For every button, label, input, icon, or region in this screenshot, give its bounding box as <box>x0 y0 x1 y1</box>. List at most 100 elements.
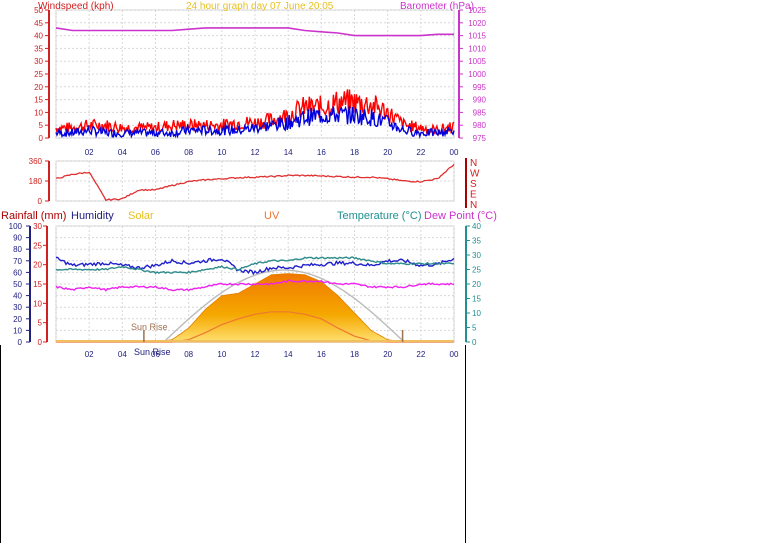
humidity-tick-label: 0 <box>18 338 23 347</box>
climate-x-tick-label: 18 <box>350 350 359 359</box>
baro-tick-label: 1000 <box>468 70 486 79</box>
humidity-tick-label: 30 <box>13 303 22 312</box>
wind-x-tick-label: 08 <box>184 148 193 157</box>
humidity-tick-label: 100 <box>9 222 23 231</box>
wind-ticks: 0510152025303540455097598098599099510001… <box>34 6 486 157</box>
baro-tick-label: 1015 <box>468 32 486 41</box>
temperature-label: Temperature (°C) <box>337 210 421 222</box>
wind-tick-label: 45 <box>34 19 43 28</box>
climate-x-tick-label: 20 <box>383 350 392 359</box>
climate-series <box>55 256 455 343</box>
direction-series <box>55 163 455 201</box>
wind-tick-label: 0 <box>39 134 44 143</box>
humidity-tick-label: 10 <box>13 326 22 335</box>
climate-x-tick-label: 16 <box>317 350 326 359</box>
temp-tick-label: 25 <box>472 266 481 275</box>
dewpoint-line <box>55 279 454 292</box>
climate-x-tick-label: 10 <box>217 350 226 359</box>
temp-tick-label: 40 <box>472 222 481 231</box>
temp-tick-label: 5 <box>472 324 477 333</box>
wind-x-tick-label: 18 <box>350 148 359 157</box>
climate-x-tick-label: 12 <box>251 350 260 359</box>
humidity-label: Humidity <box>71 210 114 222</box>
humidity-tick-label: 40 <box>13 292 22 301</box>
temp-tick-label: 15 <box>472 295 481 304</box>
baro-tick-label: 1020 <box>468 19 486 28</box>
baro-tick-label: 1005 <box>468 57 486 66</box>
wind-x-tick-label: 12 <box>251 148 260 157</box>
temp-tick-label: 30 <box>472 251 481 260</box>
wind-tick-label: 15 <box>34 96 43 105</box>
wind-x-tick-label: 20 <box>383 148 392 157</box>
baro-tick-label: 1025 <box>468 6 486 15</box>
baro-tick-label: 980 <box>473 121 487 130</box>
humidity-line <box>56 256 455 276</box>
wind-tick-label: 35 <box>34 44 43 53</box>
rain-tick-label: 25 <box>33 241 42 250</box>
climate-x-tick-label: 06 <box>151 350 160 359</box>
windspeed-average-line <box>55 105 455 140</box>
baro-tick-label: 1010 <box>468 44 486 53</box>
wind-baro-panel: 0510152025303540455097598098599099510001… <box>34 1 486 157</box>
humidity-tick-label: 50 <box>13 280 22 289</box>
direction-tick-label: 360 <box>29 157 43 166</box>
wind-x-tick-label: 22 <box>416 148 425 157</box>
direction-tick-label: 180 <box>29 177 43 186</box>
wind-tick-label: 25 <box>34 70 43 79</box>
rain-label: Rainfall (mm) <box>1 210 66 222</box>
climate-x-tick-label: 02 <box>85 350 94 359</box>
wind-tick-label: 5 <box>39 121 44 130</box>
compass-label: E <box>470 190 477 201</box>
baro-tick-label: 975 <box>473 134 487 143</box>
sunrise-label-lower: Sun Rise <box>134 347 171 357</box>
rain-tick-label: 10 <box>33 299 42 308</box>
wind-tick-label: 50 <box>34 6 43 15</box>
rain-tick-label: 20 <box>33 261 42 270</box>
wind-direction-line <box>55 163 455 201</box>
rain-tick-label: 5 <box>38 319 43 328</box>
humidity-tick-label: 90 <box>13 234 22 243</box>
wind-tick-label: 20 <box>34 83 43 92</box>
temp-tick-label: 10 <box>472 309 481 318</box>
temperature-line <box>55 256 455 275</box>
wind-x-tick-label: 04 <box>118 148 127 157</box>
compass-label: W <box>470 169 480 180</box>
dewpoint-label: Dew Point (°C) <box>424 210 497 222</box>
direction-grid <box>55 160 455 202</box>
wind-x-tick-label: 02 <box>85 148 94 157</box>
wind-tick-label: 30 <box>34 57 43 66</box>
barometer-line <box>55 27 454 37</box>
temp-tick-label: 35 <box>472 237 481 246</box>
humidity-tick-label: 60 <box>13 268 22 277</box>
temp-tick-label: 0 <box>472 338 477 347</box>
solar-max-curve <box>163 269 405 343</box>
wind-series <box>55 27 455 140</box>
compass-label: N <box>470 200 477 211</box>
baro-axis-title: Barometer (hPa) <box>400 1 474 12</box>
compass-label: N <box>470 158 477 169</box>
temp-tick-label: 20 <box>472 280 481 289</box>
direction-tick-label: 0 <box>38 197 43 206</box>
wind-x-tick-label: 10 <box>217 148 226 157</box>
climate-x-tick-label: 14 <box>284 350 293 359</box>
climate-x-tick-label: 00 <box>450 350 459 359</box>
compass-label: S <box>470 179 477 190</box>
climate-ticks: 0102030405060708090100051015202530051015… <box>9 222 482 359</box>
baro-tick-label: 995 <box>473 83 487 92</box>
baro-tick-label: 985 <box>473 108 487 117</box>
sunrise-label-upper: Sun Rise <box>131 322 168 332</box>
climate-x-tick-label: 04 <box>118 350 127 359</box>
wind-tick-label: 10 <box>34 108 43 117</box>
humidity-tick-label: 80 <box>13 245 22 254</box>
wind-axis-title: Windspeed (kph) <box>38 1 114 12</box>
wind-x-tick-label: 16 <box>317 148 326 157</box>
humidity-tick-label: 70 <box>13 257 22 266</box>
climate-x-tick-label: 08 <box>184 350 193 359</box>
uv-label: UV <box>264 210 280 222</box>
wind-x-tick-label: 00 <box>450 148 459 157</box>
rain-tick-label: 0 <box>38 338 43 347</box>
rain-tick-label: 30 <box>33 222 42 231</box>
